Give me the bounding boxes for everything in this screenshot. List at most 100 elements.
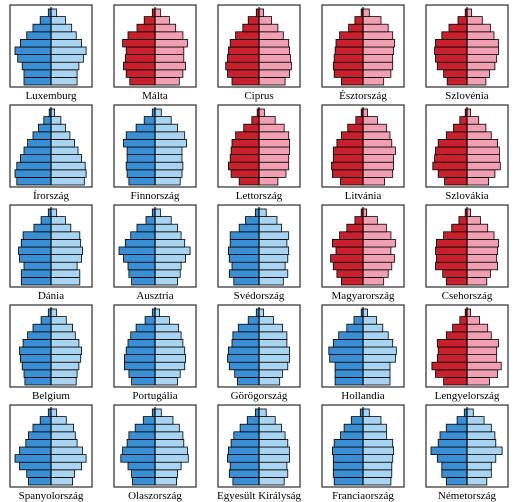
right-bar <box>258 261 286 271</box>
right-bar <box>466 431 496 440</box>
right-bar <box>466 138 499 148</box>
left-bar <box>227 69 260 78</box>
left-bar <box>340 176 364 186</box>
country-label: Németország <box>438 490 497 502</box>
left-bar <box>123 254 156 263</box>
right-bar <box>258 416 276 425</box>
right-bar <box>362 408 370 417</box>
left-bar <box>19 354 52 363</box>
right-bar <box>362 16 382 25</box>
left-bar <box>437 169 468 178</box>
left-bar <box>128 269 156 278</box>
right-bar <box>50 208 57 217</box>
left-bar <box>130 231 156 240</box>
left-bar <box>131 469 156 478</box>
left-bar <box>331 169 364 178</box>
right-bar <box>154 431 184 440</box>
right-bar <box>258 54 291 63</box>
left-bar <box>445 476 468 486</box>
right-bar <box>50 323 74 333</box>
right-bar <box>154 216 172 225</box>
left-bar <box>128 369 156 378</box>
left-bar <box>431 361 468 371</box>
left-bar <box>125 131 156 140</box>
left-bar <box>332 461 364 471</box>
left-bar <box>453 123 468 133</box>
left-bar <box>243 123 260 133</box>
left-bar <box>332 261 364 271</box>
right-bar <box>466 61 496 71</box>
right-bar <box>258 61 292 71</box>
right-bar <box>50 77 78 86</box>
left-bar <box>233 431 260 440</box>
left-bar <box>14 454 52 463</box>
country-label: Litvánia <box>345 190 382 202</box>
left-bar <box>21 361 52 371</box>
left-bar <box>229 231 260 240</box>
right-bar <box>466 331 492 340</box>
right-bar <box>362 108 368 117</box>
right-bar <box>258 246 290 255</box>
right-bar <box>258 276 284 286</box>
right-bar <box>466 369 499 378</box>
right-bar <box>258 208 267 217</box>
right-bar <box>50 31 77 40</box>
right-bar <box>258 16 273 25</box>
right-bar <box>466 23 491 33</box>
left-bar <box>234 369 260 378</box>
right-bar <box>50 469 75 478</box>
left-bar <box>230 169 260 178</box>
left-bar <box>354 16 364 25</box>
pyramid-chart: Belgium <box>9 304 93 402</box>
right-bar <box>466 161 501 171</box>
right-bar <box>154 161 184 171</box>
left-bar <box>441 469 468 478</box>
right-bar <box>50 138 75 148</box>
right-bar <box>466 316 481 325</box>
country-label: Szlovénia <box>445 90 488 102</box>
right-bar <box>50 246 83 255</box>
right-bar <box>362 69 392 78</box>
left-bar <box>23 146 52 155</box>
left-bar <box>124 354 156 363</box>
left-bar <box>333 438 364 448</box>
right-bar <box>50 61 80 71</box>
left-bar <box>19 346 52 355</box>
left-bar <box>435 254 468 263</box>
right-bar <box>362 216 378 225</box>
right-bar <box>258 461 288 471</box>
left-bar <box>444 176 468 186</box>
right-bar <box>154 261 182 271</box>
left-bar <box>436 61 468 71</box>
left-bar <box>441 31 468 40</box>
right-bar <box>50 476 74 486</box>
right-bar <box>258 238 288 248</box>
left-bar <box>457 16 468 25</box>
left-bar <box>334 376 364 386</box>
left-bar <box>439 431 468 440</box>
right-bar <box>50 8 57 17</box>
left-bar <box>332 61 364 71</box>
right-bar <box>50 46 87 55</box>
right-bar <box>362 169 394 178</box>
right-bar <box>258 269 289 278</box>
right-bar <box>362 238 396 248</box>
right-bar <box>362 161 395 171</box>
right-bar <box>258 408 267 417</box>
country-label: Magyarország <box>332 290 395 302</box>
right-bar <box>466 69 490 78</box>
right-bar <box>362 39 395 48</box>
right-bar <box>362 54 394 63</box>
right-bar <box>154 354 187 363</box>
left-bar <box>235 131 260 140</box>
right-bar <box>362 361 391 371</box>
left-bar <box>227 446 260 455</box>
country-label: Ausztria <box>136 290 173 302</box>
right-bar <box>154 77 180 86</box>
left-bar <box>143 116 156 125</box>
left-bar <box>459 316 468 325</box>
right-bar <box>154 39 188 48</box>
left-bar <box>437 346 468 355</box>
